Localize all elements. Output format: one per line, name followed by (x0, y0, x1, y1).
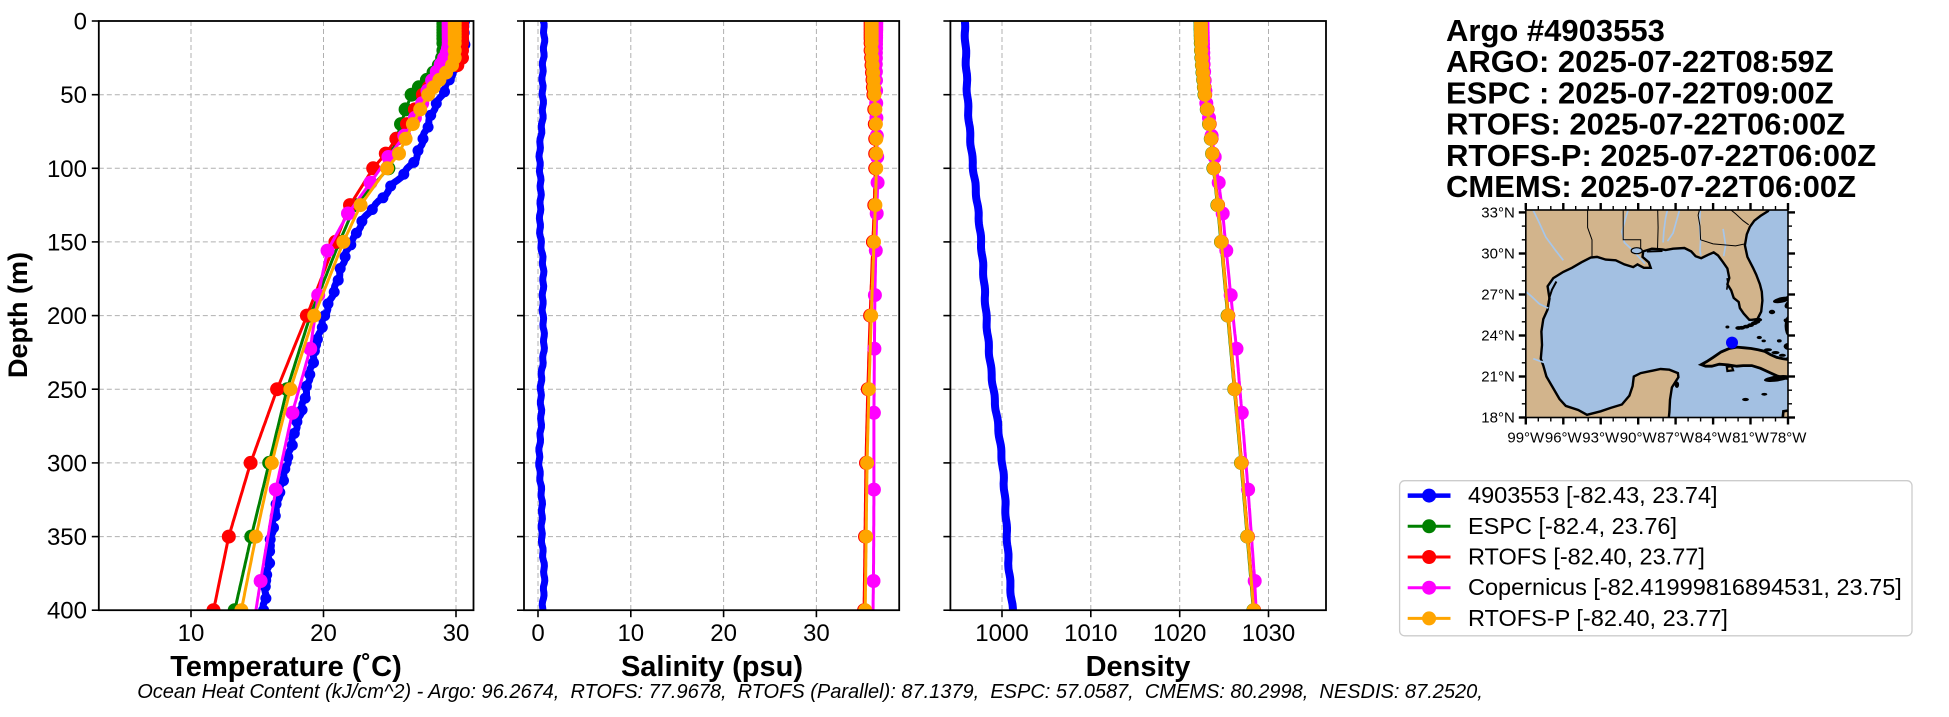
svg-text:30°N: 30°N (1481, 246, 1515, 263)
svg-text:CMEMS: 2025-07-22T06:00Z: CMEMS: 2025-07-22T06:00Z (1446, 169, 1856, 204)
svg-text:87°W: 87°W (1657, 430, 1695, 447)
svg-text:21°N: 21°N (1481, 369, 1515, 386)
svg-text:33°N: 33°N (1481, 204, 1515, 221)
svg-text:30: 30 (443, 620, 470, 647)
svg-text:RTOFS [-82.40, 23.77]: RTOFS [-82.40, 23.77] (1468, 544, 1705, 570)
svg-text:ARGO: 2025-07-22T08:59Z: ARGO: 2025-07-22T08:59Z (1446, 44, 1834, 79)
svg-text:1030: 1030 (1242, 620, 1295, 647)
svg-text:RTOFS-P [-82.40, 23.77]: RTOFS-P [-82.40, 23.77] (1468, 605, 1728, 631)
svg-text:ESPC [-82.4, 23.76]: ESPC [-82.4, 23.76] (1468, 513, 1677, 539)
svg-text:24°N: 24°N (1481, 328, 1515, 345)
svg-text:RTOFS-P: 2025-07-22T06:00Z: RTOFS-P: 2025-07-22T06:00Z (1446, 138, 1876, 173)
svg-text:Argo #4903553: Argo #4903553 (1446, 13, 1665, 48)
svg-text:250: 250 (47, 377, 87, 404)
svg-text:RTOFS: 2025-07-22T06:00Z: RTOFS: 2025-07-22T06:00Z (1446, 107, 1845, 142)
svg-text:20: 20 (710, 620, 737, 647)
svg-text:10: 10 (617, 620, 644, 647)
svg-text:200: 200 (47, 303, 87, 330)
svg-text:10: 10 (178, 620, 205, 647)
svg-text:1020: 1020 (1153, 620, 1206, 647)
svg-text:4903553 [-82.43, 23.74]: 4903553 [-82.43, 23.74] (1468, 482, 1718, 508)
svg-text:30: 30 (803, 620, 830, 647)
svg-text:78°W: 78°W (1770, 430, 1808, 447)
svg-text:350: 350 (47, 524, 87, 551)
svg-text:81°W: 81°W (1732, 430, 1770, 447)
svg-text:27°N: 27°N (1481, 287, 1515, 304)
svg-text:20: 20 (310, 620, 337, 647)
svg-text:1000: 1000 (975, 620, 1028, 647)
svg-text:Density: Density (1086, 651, 1191, 683)
svg-text:300: 300 (47, 450, 87, 477)
svg-text:Ocean Heat Content (kJ/cm^2) -: Ocean Heat Content (kJ/cm^2) - Argo: 96.… (137, 681, 1483, 703)
svg-text:18°N: 18°N (1481, 410, 1515, 427)
svg-text:Copernicus [-82.41999816894531: Copernicus [-82.41999816894531, 23.75] (1468, 574, 1902, 600)
svg-text:0: 0 (531, 620, 544, 647)
svg-text:90°W: 90°W (1620, 430, 1658, 447)
svg-text:50: 50 (60, 82, 87, 109)
svg-text:96°W: 96°W (1545, 430, 1583, 447)
svg-text:Temperature (˚C): Temperature (˚C) (170, 651, 402, 683)
svg-text:150: 150 (47, 229, 87, 256)
svg-text:99°W: 99°W (1507, 430, 1545, 447)
svg-text:Salinity (psu): Salinity (psu) (621, 651, 803, 683)
svg-text:1010: 1010 (1064, 620, 1117, 647)
svg-text:100: 100 (47, 156, 87, 183)
svg-text:84°W: 84°W (1695, 430, 1733, 447)
svg-text:93°W: 93°W (1582, 430, 1620, 447)
svg-text:Depth (m): Depth (m) (3, 252, 33, 378)
svg-text:ESPC : 2025-07-22T09:00Z: ESPC : 2025-07-22T09:00Z (1446, 75, 1834, 110)
svg-text:400: 400 (47, 598, 87, 625)
svg-text:0: 0 (74, 9, 87, 36)
